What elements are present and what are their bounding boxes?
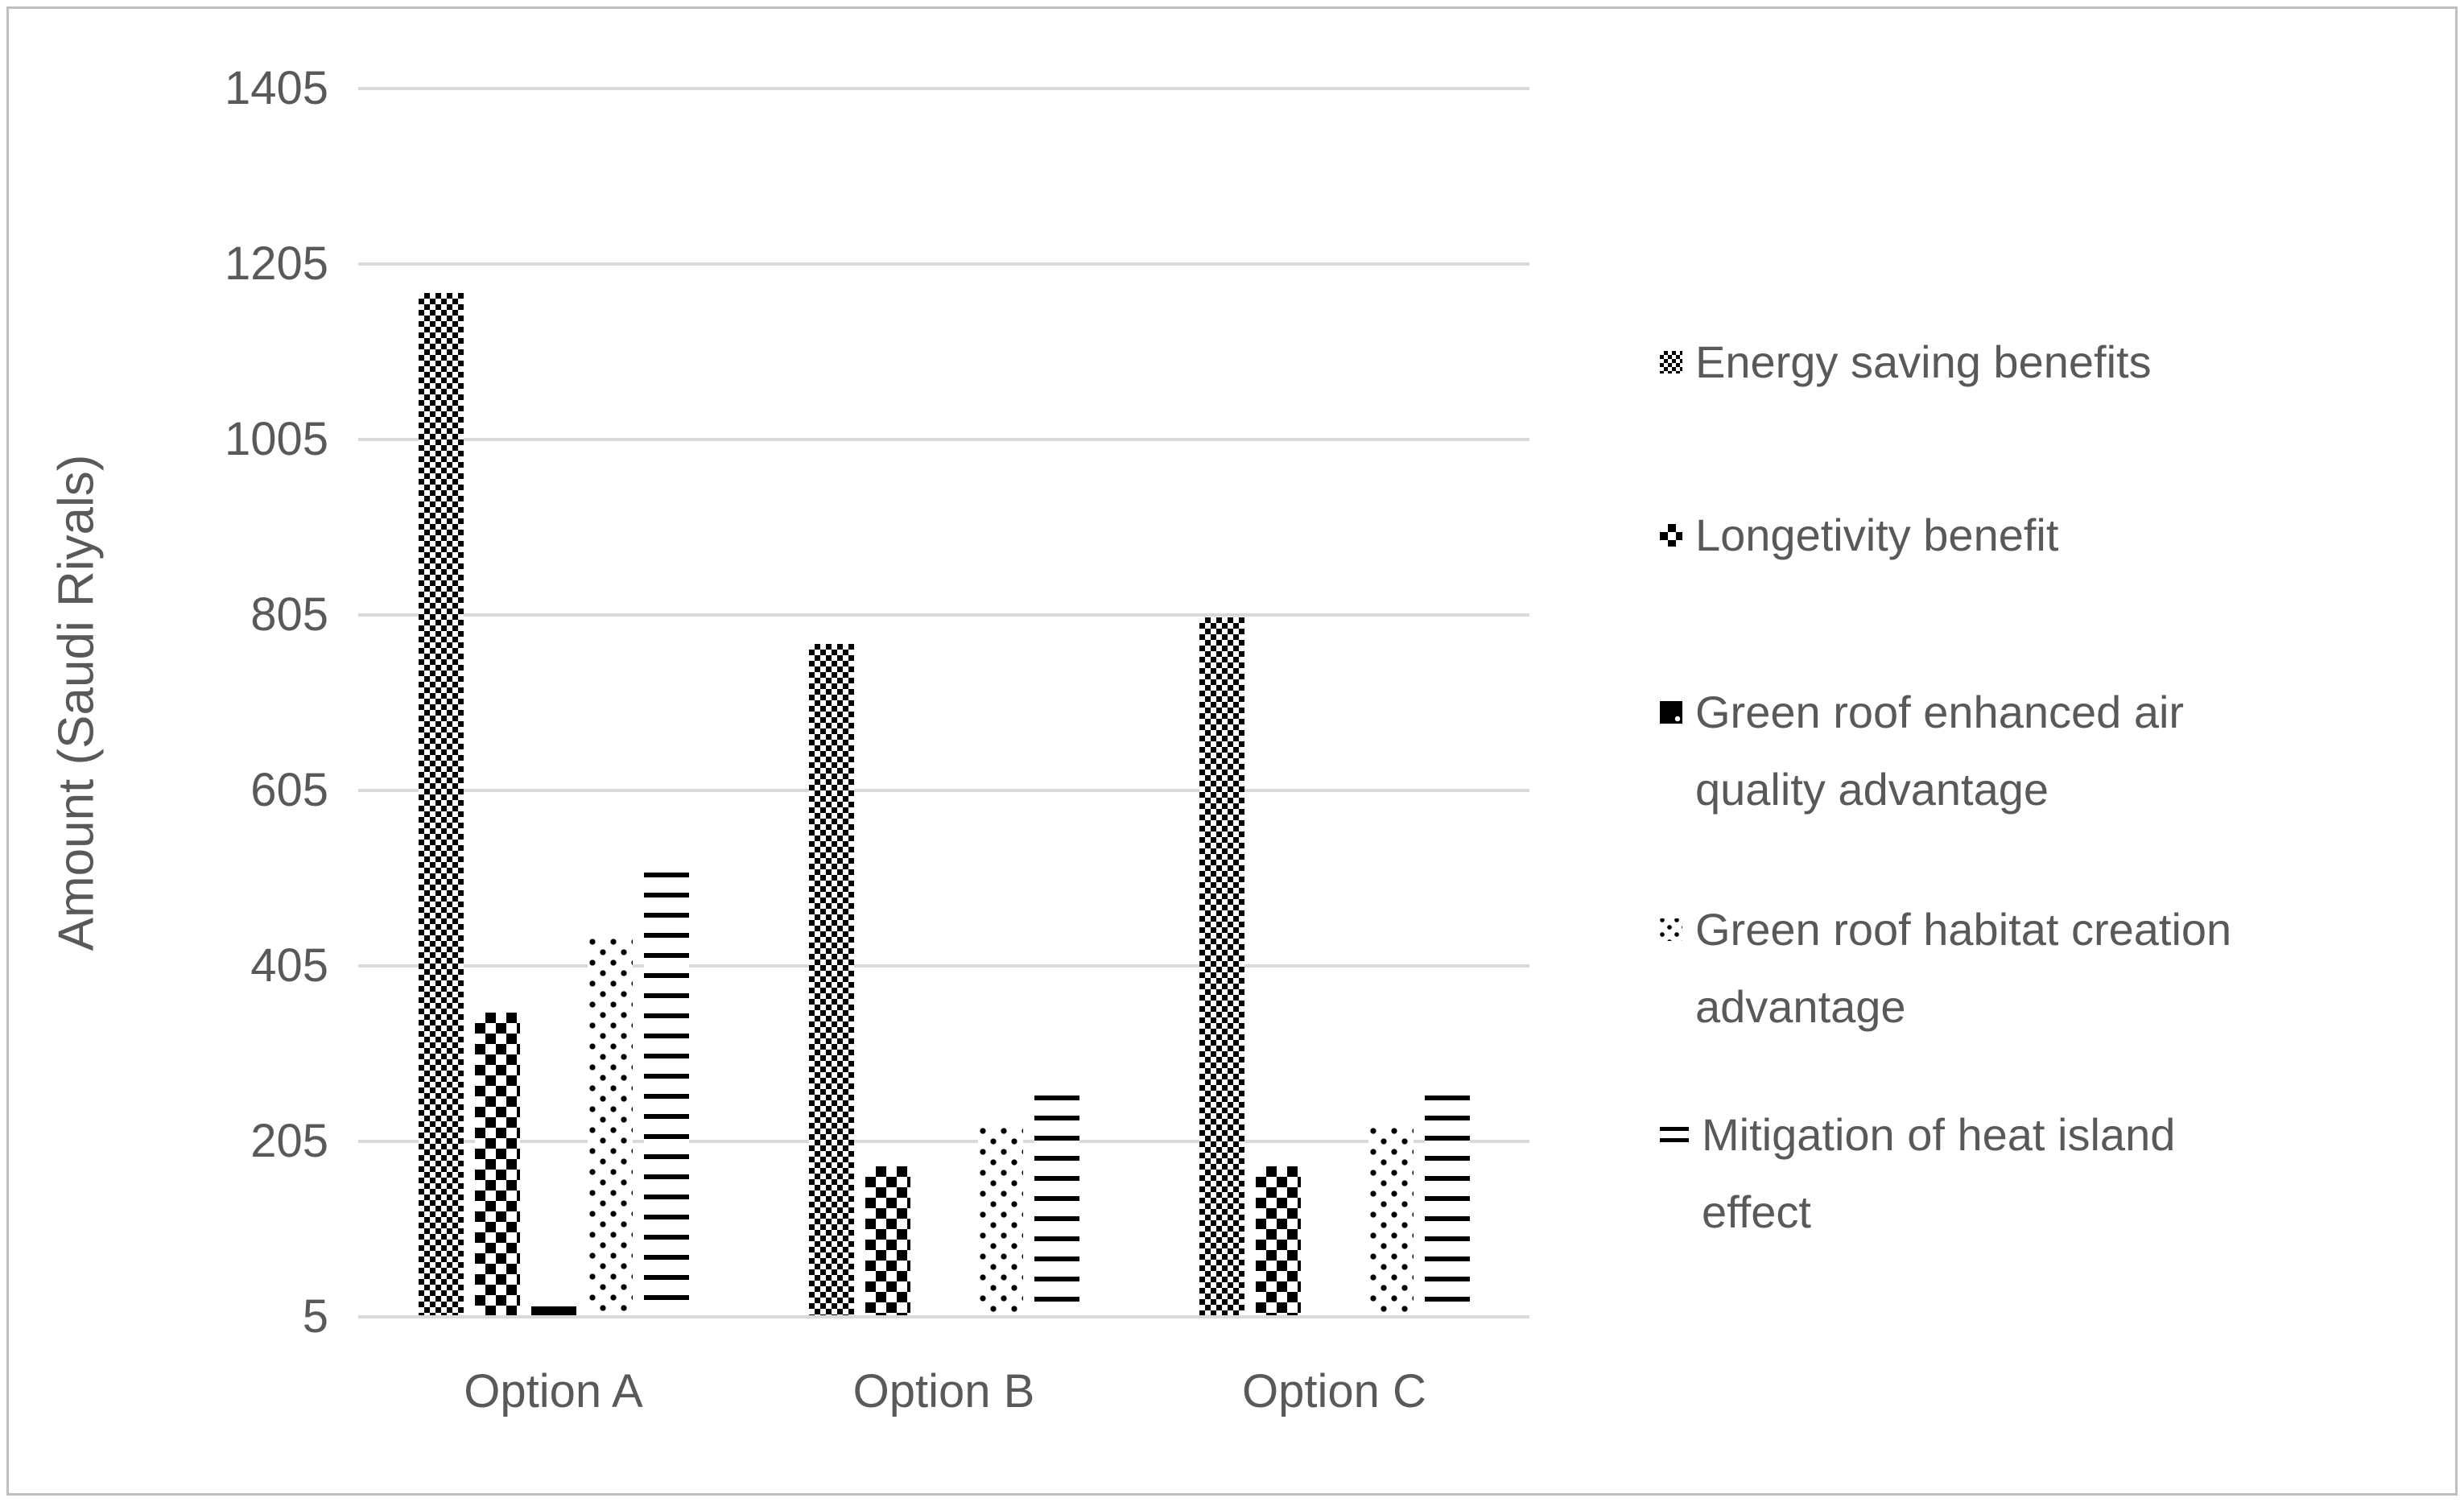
legend-label: Energy saving benefits [1695,336,2152,387]
bar-horizontal-lines [1034,1096,1079,1315]
bar-dots [588,938,633,1315]
gridline [358,1140,1529,1143]
gridline [358,964,1529,968]
y-tick-label: 1205 [224,237,328,290]
bar-fine-checker [1199,617,1244,1315]
y-tick-label: 1005 [224,413,328,465]
y-tick-label: 1405 [224,62,328,114]
bar-horizontal-lines [644,873,689,1315]
gridline [358,438,1529,441]
category-label: Option A [464,1365,643,1417]
y-tick-label: 605 [250,764,328,816]
category-label: Option B [852,1365,1035,1417]
bar-horizontal-lines [1425,1096,1470,1315]
y-tick-label: 5 [302,1290,328,1343]
legend-label: Longetivity benefit [1695,510,2059,560]
plot-area [358,87,1529,1318]
legend-marker-coarse-checker-icon [1660,524,1682,547]
bar-fine-checker [419,293,464,1315]
bar-coarse-checker [475,1013,520,1315]
legend-entry: Green roof enhanced air quality advantage [1660,674,2400,828]
bar-coarse-checker [865,1166,910,1315]
legend-entry: Energy saving benefits [1660,324,2400,401]
legend-label: Green roof enhanced air quality advantage [1695,687,2185,815]
figure-border [6,6,2458,1496]
bar-dots [978,1127,1023,1315]
legend-marker-fine-checker-icon [1660,351,1682,373]
gridline [358,87,1529,90]
bar-dots [1368,1127,1414,1315]
y-tick-label: 405 [250,939,328,992]
bar-solid-black [531,1306,576,1315]
bar-coarse-checker [1256,1166,1301,1315]
legend-marker-dots-icon [1660,918,1682,941]
legend-entry: Mitigation of heat island effect [1660,1096,2400,1251]
category-label: Option C [1242,1365,1426,1417]
bar-fine-checker [809,644,854,1315]
legend-entry: Green roof habitat creation advantage [1660,891,2400,1046]
gridline [358,262,1529,266]
gridline [358,613,1529,617]
y-axis-title: Amount (Saudi Riyals) [48,454,105,951]
y-tick-label: 205 [250,1115,328,1167]
gridline [358,789,1529,792]
legend-marker-solid-black-icon [1660,701,1682,724]
legend-label: Green roof habitat creation advantage [1695,904,2232,1032]
y-tick-label: 805 [250,588,328,641]
x-axis-baseline [358,1315,1529,1318]
legend-label: Mitigation of heat island effect [1702,1109,2176,1237]
legend-entry: Longetivity benefit [1660,497,2400,574]
legend-marker-horizontal-lines-icon [1660,1127,1689,1146]
